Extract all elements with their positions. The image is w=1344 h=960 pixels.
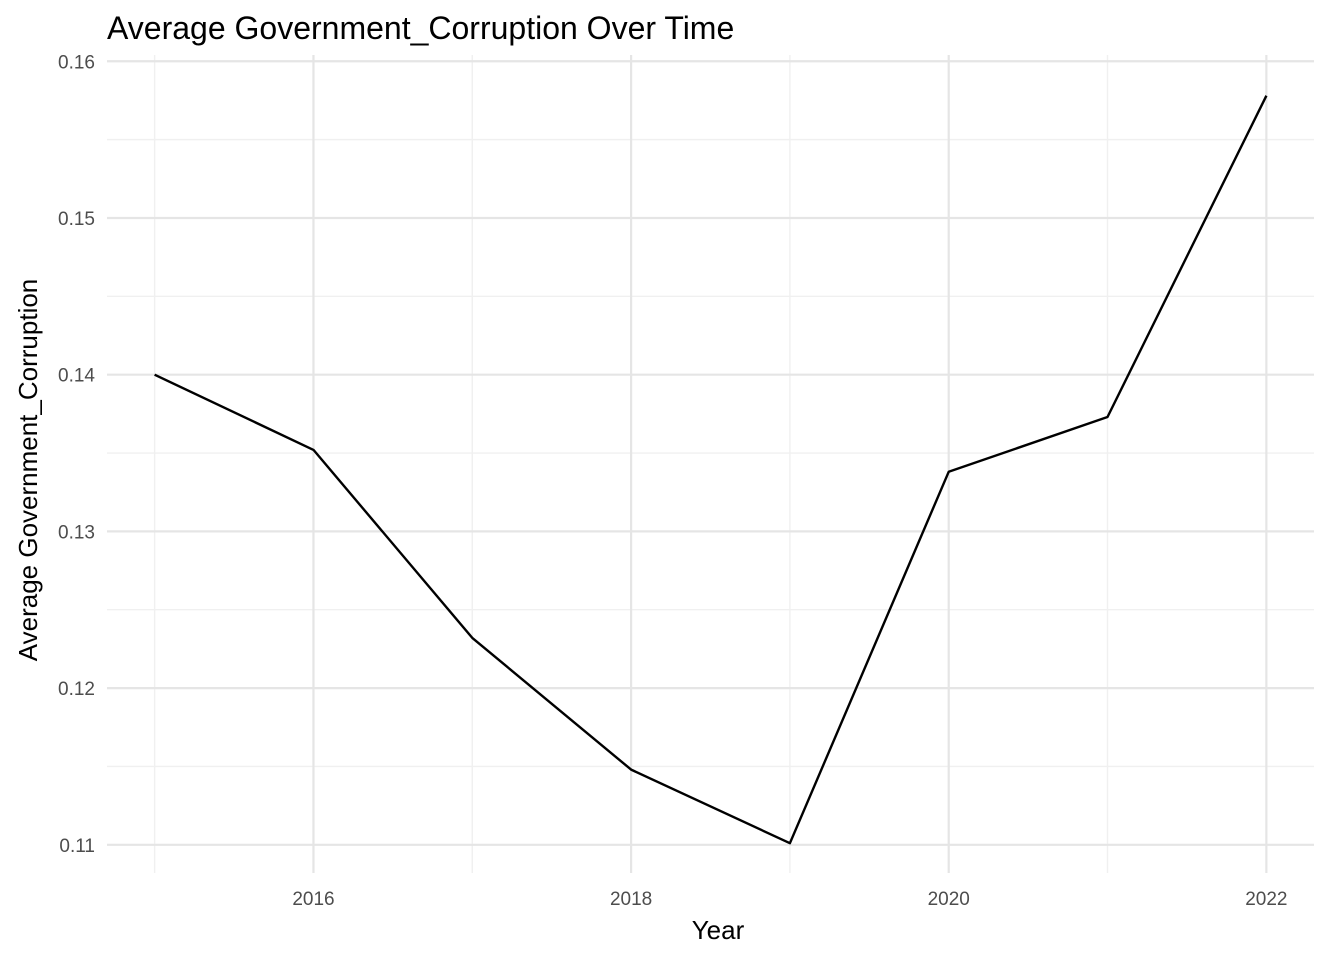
major-gridlines [107,55,1314,873]
y-axis-title: Average Government_Corruption [13,279,43,662]
y-tick-label: 0.16 [58,52,95,73]
y-tick-label: 0.13 [58,522,95,543]
x-axis-title: Year [692,915,745,945]
x-tick-label: 2020 [928,889,970,910]
x-tick-label: 2022 [1245,889,1287,910]
chart-title: Average Government_Corruption Over Time [107,10,734,46]
y-tick-label: 0.12 [58,679,95,700]
x-tick-label: 2018 [610,889,652,910]
x-tick-label: 2016 [292,889,334,910]
y-axis-ticks: 0.11 0.12 0.13 0.14 0.15 0.16 [58,52,95,857]
series-line [154,95,1268,845]
x-axis-ticks: 2016 2018 2020 2022 [292,889,1287,910]
y-tick-label: 0.11 [59,836,95,857]
y-tick-label: 0.14 [58,366,95,387]
minor-gridlines [107,55,1314,873]
y-tick-label: 0.15 [58,209,95,230]
series-group [154,95,1268,845]
